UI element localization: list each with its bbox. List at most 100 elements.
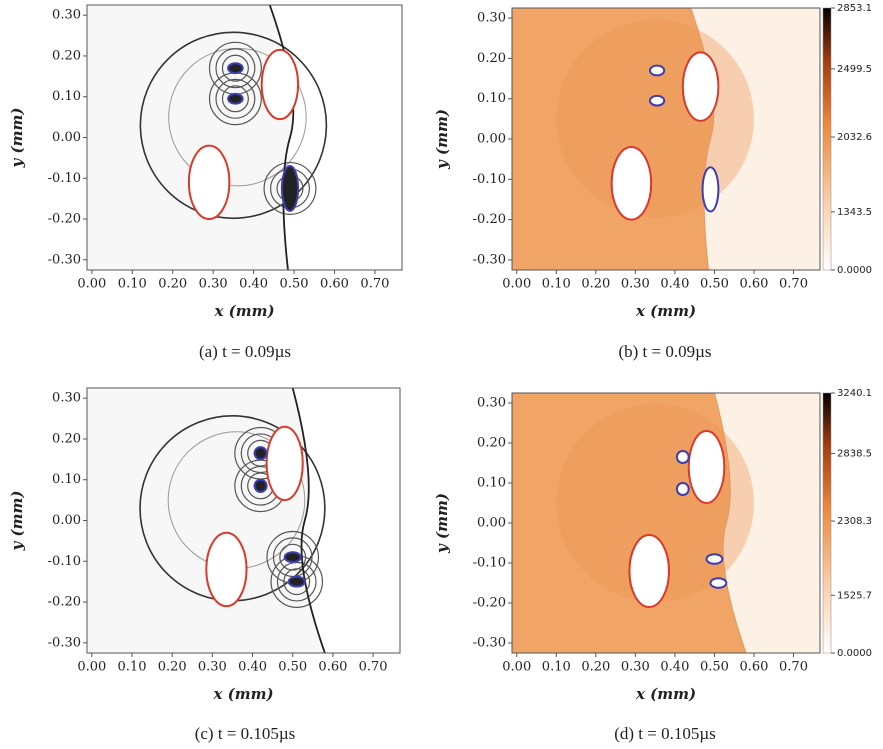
x-tick-label: 0.40 [238,660,267,675]
y-tick-label: -0.20 [48,212,81,227]
y-tick-label: -0.30 [48,252,81,267]
y-tick-label: -0.20 [473,212,506,227]
x-tick-label: 0.30 [621,660,650,675]
droplet [267,427,303,500]
x-tick-label: 0.30 [199,277,228,292]
caption: (d) t = 0.105µs [614,724,716,743]
x-tick-label: 0.00 [502,660,531,675]
caption: (b) t = 0.09µs [618,342,711,361]
fragment [255,447,267,459]
y-tick-label: 0.00 [52,130,81,145]
colorbar-tick-label: 1525.7 [837,590,872,601]
x-tick-label: 0.00 [77,277,106,292]
fragment [707,554,723,564]
y-tick-label: 0.20 [52,431,81,446]
colorbar-tick-label: 0.0000 [837,648,872,659]
x-tick-label: 0.00 [77,660,106,675]
colorbar-tick-label: 2308.3 [837,516,872,527]
x-tick-label: 0.20 [581,277,610,292]
colorbar-tick-label: 2499.5 [837,64,872,75]
figure: 0.00 0.10 0.20 0.30 0.40 0.50 0.60 0.70 -0.30 -0.… [0,0,883,749]
y-tick-label: 0.10 [52,89,81,104]
x-tick-label: 0.20 [158,277,187,292]
x-tick-label: 0.60 [320,277,349,292]
x-tick-label: 0.70 [360,277,389,292]
colorbar-tick-label: 2853.1 [837,3,872,14]
x-tick-label: 0.50 [280,277,309,292]
caption: (a) t = 0.09µs [199,342,291,361]
caption: (c) t = 0.105µs [195,724,296,743]
y-axis-label: y (mm) [8,108,26,169]
field-image [87,388,400,653]
field-image [512,8,820,270]
y-tick-label: 0.20 [477,51,506,66]
y-tick-label: 0.00 [52,513,81,528]
x-tick-label: 0.40 [660,277,689,292]
droplet [629,535,669,607]
y-tick-label: 0.10 [477,91,506,106]
fragment [703,167,719,211]
colorbar-tick-label: 1343.5 [837,207,872,218]
y-tick-label: 0.20 [52,48,81,63]
droplet [683,52,719,121]
y-tick-label: -0.30 [473,636,506,651]
fragment [289,577,305,587]
y-tick-label: -0.10 [48,171,81,186]
fragment [677,451,689,463]
y-tick-label: -0.10 [48,554,81,569]
y-axis-label: y (mm) [433,493,451,554]
fragment [710,578,726,588]
droplet [206,533,246,606]
colorbar [823,393,831,653]
x-tick-label: 0.10 [118,277,147,292]
wave-region [556,20,754,218]
x-tick-label: 0.70 [779,660,808,675]
fragment [255,480,267,492]
colorbar-tick-label: 2838.5 [837,448,872,459]
colorbar-tick-label: 3240.1 [837,388,872,399]
x-tick-label: 0.10 [118,660,147,675]
x-tick-label: 0.40 [239,277,268,292]
y-tick-label: 0.30 [52,391,81,406]
x-tick-label: 0.60 [739,660,768,675]
colorbar-tick-label: 2032.6 [837,132,872,143]
fragment [228,63,243,73]
x-tick-label: 0.50 [278,660,307,675]
x-tick-label: 0.70 [359,660,388,675]
x-tick-label: 0.00 [502,277,531,292]
fragment [677,483,689,495]
fragment [282,166,298,211]
y-tick-label: 0.10 [52,472,81,487]
fragment [228,94,243,104]
droplet [189,146,229,219]
y-tick-label: -0.10 [473,556,506,571]
y-tick-label: 0.00 [477,516,506,531]
droplet [262,50,298,119]
x-tick-label: 0.70 [779,277,808,292]
x-axis-label: x (mm) [635,302,696,320]
fragment [650,96,664,106]
x-tick-label: 0.10 [542,277,571,292]
x-tick-label: 0.60 [318,660,347,675]
y-tick-label: 0.00 [477,132,506,147]
y-tick-label: 0.30 [477,396,506,411]
y-tick-label: -0.10 [473,172,506,187]
x-axis-label: x (mm) [635,685,696,703]
y-tick-label: -0.30 [473,252,506,267]
y-tick-label: 0.30 [477,11,506,26]
fragment [285,552,301,562]
field-image [512,393,820,653]
droplet [689,431,725,503]
y-tick-label: 0.10 [477,476,506,491]
x-tick-label: 0.10 [542,660,571,675]
x-tick-label: 0.20 [581,660,610,675]
x-tick-label: 0.30 [621,277,650,292]
colorbar [823,8,831,270]
x-tick-label: 0.50 [700,660,729,675]
x-tick-label: 0.50 [700,277,729,292]
y-axis-label: y (mm) [433,109,451,170]
x-axis-label: x (mm) [212,685,273,703]
y-tick-label: -0.20 [473,596,506,611]
fragment [650,66,664,76]
x-tick-label: 0.30 [198,660,227,675]
